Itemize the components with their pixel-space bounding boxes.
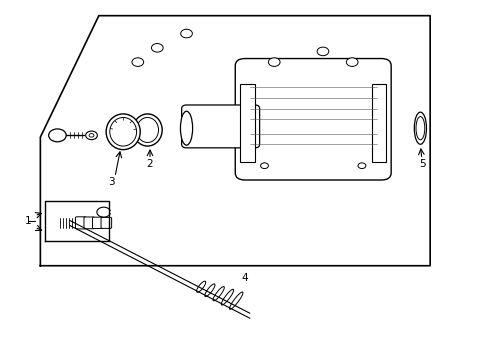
Circle shape	[89, 134, 94, 137]
Circle shape	[49, 129, 66, 142]
Circle shape	[317, 47, 329, 56]
Circle shape	[261, 163, 269, 168]
Circle shape	[346, 58, 358, 66]
FancyBboxPatch shape	[84, 217, 95, 229]
Bar	[240, 84, 255, 162]
Ellipse shape	[415, 112, 426, 144]
Ellipse shape	[229, 292, 243, 309]
Ellipse shape	[213, 287, 224, 301]
Ellipse shape	[133, 114, 162, 146]
Circle shape	[151, 44, 163, 52]
Text: 4: 4	[242, 273, 248, 283]
FancyBboxPatch shape	[182, 105, 260, 148]
Text: 1: 1	[25, 216, 31, 226]
Circle shape	[132, 58, 144, 66]
Ellipse shape	[416, 117, 425, 140]
Ellipse shape	[110, 117, 137, 146]
Ellipse shape	[180, 111, 193, 145]
FancyBboxPatch shape	[75, 217, 86, 229]
Text: 2: 2	[147, 159, 153, 169]
Ellipse shape	[205, 284, 215, 297]
Text: 3: 3	[108, 177, 114, 187]
Ellipse shape	[137, 117, 159, 143]
Circle shape	[181, 29, 193, 38]
FancyBboxPatch shape	[101, 217, 112, 228]
Circle shape	[269, 58, 280, 66]
FancyBboxPatch shape	[235, 59, 391, 180]
Circle shape	[358, 163, 366, 168]
Ellipse shape	[106, 114, 140, 150]
Bar	[372, 84, 386, 162]
Text: 5: 5	[419, 159, 426, 169]
Circle shape	[86, 131, 98, 140]
Ellipse shape	[196, 281, 206, 292]
Ellipse shape	[221, 289, 234, 305]
FancyBboxPatch shape	[93, 217, 103, 229]
